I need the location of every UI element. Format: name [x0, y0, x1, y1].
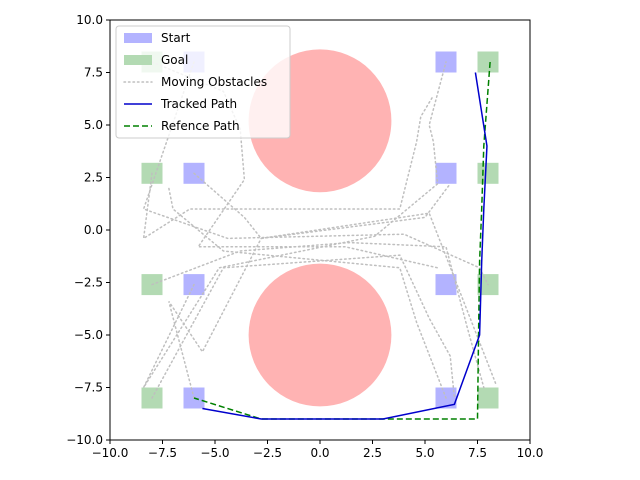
x-tick-label-1: −10.0 — [92, 446, 129, 460]
plot-inner — [141, 49, 499, 420]
y-tick-label-2: −7.5 — [74, 381, 103, 395]
moving-obstacle-path-9 — [168, 212, 498, 399]
moving-obstacle-path-1 — [142, 61, 489, 286]
goal-marker-8 — [477, 387, 499, 409]
x-tick-label-4: −2.5 — [253, 446, 282, 460]
y-tick-label-4: −2.5 — [74, 276, 103, 290]
y-tick-label-3: −5.0 — [74, 328, 103, 342]
moving-obstacle-path-7 — [151, 254, 456, 399]
y-tick-label-6: 2.5 — [84, 171, 103, 185]
legend-label-start: Start — [161, 31, 191, 45]
legend-handle-start — [124, 33, 152, 43]
legend-handle-goal — [124, 55, 152, 65]
legend-box — [115, 25, 291, 139]
x-tick-label-7: 5.0 — [415, 446, 434, 460]
legend-label-moving: Moving Obstacles — [161, 75, 267, 89]
static-obstacle-2 — [248, 263, 392, 407]
y-tick-label-5: 0.0 — [84, 223, 103, 237]
y-tick-label-8: 7.5 — [84, 66, 103, 80]
moving-obstacle-path-3 — [142, 61, 447, 388]
x-tick-label-6: 2.5 — [363, 446, 382, 460]
legend-label-reference: Refence Path — [161, 119, 240, 133]
x-tick-label-5: 0.0 — [310, 446, 329, 460]
legend: Start Goal Moving Obstacles Tracked Path Ref… — [115, 25, 291, 139]
axes: −10.0 −7.5 −5.0 −2.5 0.0 2.5 5.0 7.5 10.0 −10.0 −7… — [66, 13, 543, 460]
x-tick-label-2: −7.5 — [148, 446, 177, 460]
goal-marker-6 — [477, 162, 499, 184]
start-marker-6 — [435, 162, 457, 184]
x-tick-label-8: 7.5 — [468, 446, 487, 460]
tracked-path-line — [202, 72, 488, 420]
legend-label-goal: Goal — [161, 53, 188, 67]
legend-label-tracked: Tracked Path — [160, 97, 237, 111]
moving-obstacle-path-8 — [168, 187, 447, 399]
y-tick-label-9: 10.0 — [76, 13, 103, 27]
x-tick-label-9: 10.0 — [517, 446, 544, 460]
x-tick-label-3: −5.0 — [200, 446, 229, 460]
plot-area — [141, 49, 499, 420]
moving-obstacle-path-6 — [151, 241, 485, 389]
start-marker-7 — [435, 274, 457, 296]
goal-marker-5 — [477, 51, 499, 73]
y-tick-label-1: −10.0 — [66, 433, 103, 447]
y-tick-label-7: 5.0 — [84, 118, 103, 132]
moving-obstacle-path-5 — [142, 94, 435, 240]
